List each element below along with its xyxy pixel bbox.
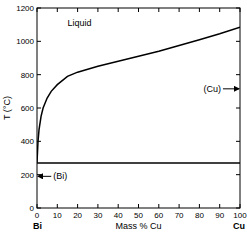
- x-tick-label: 10: [53, 211, 62, 220]
- x-tick: [199, 204, 200, 208]
- x-tick-top: [37, 8, 38, 12]
- y-tick-label: 600: [21, 104, 35, 113]
- x-tick-label: 100: [233, 211, 247, 220]
- y-tick-right: [236, 74, 240, 75]
- y-tick: [37, 74, 41, 75]
- phase-boundary: [37, 27, 240, 163]
- x-tick-top: [199, 8, 200, 12]
- phase-boundary: [37, 162, 240, 164]
- y-tick-label: 200: [21, 171, 35, 180]
- x-tick-top: [118, 8, 119, 12]
- x-tick: [179, 204, 180, 208]
- x-tick-label: 20: [73, 211, 82, 220]
- y-tick: [37, 208, 41, 209]
- annotation: (Bi): [53, 171, 67, 181]
- x-tick-top: [219, 8, 220, 12]
- y-tick-right: [236, 41, 240, 42]
- y-tick-label: 0: [30, 204, 35, 213]
- x-tick: [97, 204, 98, 208]
- y-tick-right: [236, 174, 240, 175]
- annotation: Liquid: [67, 18, 91, 28]
- x-tick-top: [77, 8, 78, 12]
- x-tick-top: [97, 8, 98, 12]
- x-tick: [37, 204, 38, 208]
- plot-frame: [37, 8, 240, 208]
- y-tick-right: [236, 208, 240, 209]
- x-tick-top: [240, 8, 241, 12]
- plot-lines: [37, 27, 240, 163]
- x-tick: [158, 204, 159, 208]
- x-tick-label: 60: [154, 211, 163, 220]
- x-tick: [219, 204, 220, 208]
- y-tick-label: 800: [21, 71, 35, 80]
- y-axis-label: T (°C): [2, 96, 12, 120]
- y-tick-label: 400: [21, 137, 35, 146]
- x-axis-label: Mass % Cu: [115, 221, 161, 231]
- x-tick-label: 80: [195, 211, 204, 220]
- x-tick: [118, 204, 119, 208]
- annotation-arrow: [223, 88, 239, 89]
- x-tick-label: 40: [114, 211, 123, 220]
- y-tick-right: [236, 108, 240, 109]
- x-tick: [57, 204, 58, 208]
- x-tick: [77, 204, 78, 208]
- component-label: Bi: [33, 221, 42, 231]
- y-tick-right: [236, 141, 240, 142]
- y-tick-right: [236, 8, 240, 9]
- x-tick-label: 50: [134, 211, 143, 220]
- y-tick-label: 1000: [16, 37, 34, 46]
- x-tick-top: [179, 8, 180, 12]
- x-tick-top: [57, 8, 58, 12]
- x-tick-label: 70: [175, 211, 184, 220]
- y-tick-label: 1200: [16, 4, 34, 13]
- x-tick-label: 90: [215, 211, 224, 220]
- y-tick: [37, 41, 41, 42]
- x-tick: [138, 204, 139, 208]
- y-tick: [37, 174, 41, 175]
- chart: 0102030405060708090100020040060080010001…: [0, 0, 247, 232]
- x-tick: [240, 204, 241, 208]
- y-tick: [37, 8, 41, 9]
- x-tick-label: 0: [35, 211, 40, 220]
- annotation: (Cu): [203, 84, 221, 94]
- x-tick-top: [158, 8, 159, 12]
- x-tick-label: 30: [93, 211, 102, 220]
- annotation-arrow: [38, 176, 51, 177]
- y-tick: [37, 108, 41, 109]
- x-tick-top: [138, 8, 139, 12]
- component-label: Cu: [233, 221, 245, 231]
